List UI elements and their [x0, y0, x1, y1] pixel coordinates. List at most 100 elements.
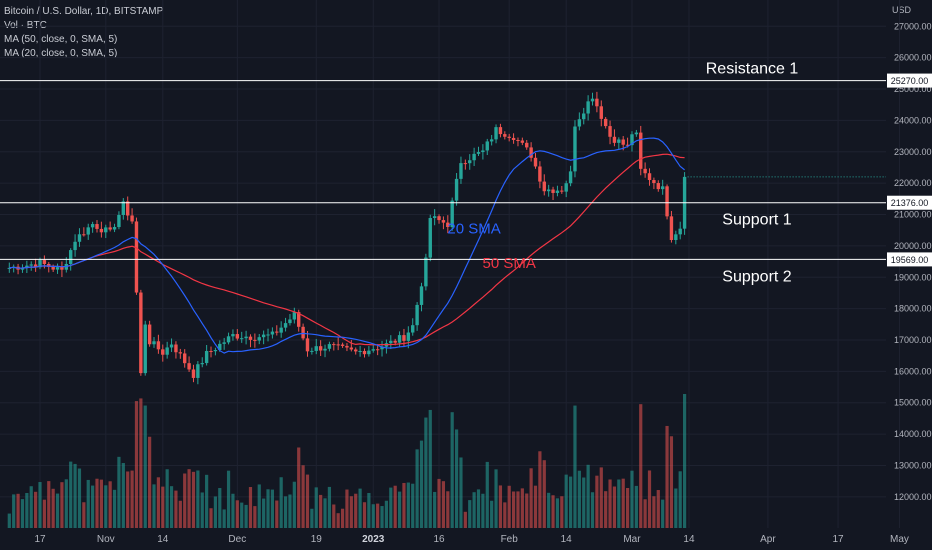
- volume-bar: [384, 500, 389, 528]
- volume-bar: [178, 500, 182, 528]
- volume-bar: [42, 499, 46, 528]
- volume-bar: [494, 469, 498, 528]
- volume-bar: [283, 496, 288, 528]
- volume-bar: [16, 493, 20, 528]
- volume-bar: [402, 482, 406, 528]
- volume-bar: [639, 404, 643, 528]
- candle-body: [95, 224, 99, 229]
- candle-body: [621, 139, 625, 145]
- candle-body: [29, 264, 33, 266]
- volume-bar: [152, 484, 156, 528]
- candle-body: [639, 132, 643, 169]
- candle-body: [218, 343, 222, 350]
- time-tick-label: 2023: [362, 534, 385, 545]
- candle-body: [86, 227, 90, 235]
- candle-body: [599, 106, 603, 119]
- volume-bar: [266, 489, 270, 528]
- candle-body: [542, 181, 546, 192]
- volume-bar: [669, 436, 674, 528]
- candle-body: [669, 216, 674, 240]
- candle-body: [257, 337, 261, 341]
- price-tick-label: 22000.00: [894, 178, 932, 188]
- volume-bar: [55, 493, 60, 528]
- level-name-label: Support 2: [722, 268, 791, 285]
- candle-body: [494, 127, 498, 140]
- volume-bar: [218, 488, 222, 528]
- candle-body: [590, 98, 595, 102]
- candle-body: [511, 137, 516, 141]
- candle-body: [476, 152, 481, 154]
- candle-body: [612, 136, 617, 143]
- volume-bar: [468, 500, 472, 528]
- candle-body: [139, 292, 143, 374]
- volume-bar: [231, 493, 235, 528]
- candle-body: [130, 215, 134, 222]
- volume-bar: [279, 477, 283, 528]
- candle-body: [318, 346, 323, 351]
- volume-bar: [397, 491, 402, 528]
- time-axis: 17 Nov 14 Dec 19 2023 16 Feb 14 Mar 14 Apr 17 May: [34, 534, 908, 545]
- volume-bar: [538, 451, 542, 528]
- volume-bar: [29, 486, 33, 528]
- volume-bar: [130, 470, 134, 528]
- price-tick-label: 25000.00: [894, 84, 932, 94]
- level-name-label: Support 1: [722, 212, 791, 229]
- volume-bar: [77, 468, 82, 528]
- candles: [7, 91, 687, 385]
- volume-bar: [213, 496, 217, 528]
- candle-body: [20, 267, 25, 270]
- volume-bar: [292, 481, 296, 528]
- volume-bar: [244, 504, 248, 528]
- volume-bar: [604, 491, 608, 528]
- candle-body: [652, 180, 656, 184]
- candle-body: [362, 350, 367, 355]
- volume-bar: [191, 471, 196, 528]
- candle-body: [380, 346, 384, 350]
- volume-bar: [323, 498, 327, 528]
- candle-body: [507, 136, 511, 138]
- volume-bar: [446, 491, 450, 528]
- candle-body: [656, 183, 660, 190]
- volume-bar: [253, 506, 257, 528]
- volume-bar: [608, 479, 612, 528]
- volume-bar: [393, 485, 397, 528]
- candle-body: [424, 257, 428, 287]
- volume-bar: [424, 417, 428, 528]
- volume-bar: [340, 508, 345, 528]
- candle-body: [345, 345, 349, 348]
- candle-body: [323, 348, 327, 351]
- level-support-2: 19569.00 Support 2: [0, 252, 932, 285]
- candle-body: [51, 267, 55, 270]
- candle-body: [161, 349, 165, 355]
- volume-bar: [248, 487, 253, 528]
- candle-body: [406, 332, 411, 341]
- volume-bar: [454, 429, 459, 528]
- volume-bar: [235, 500, 239, 528]
- candle-body: [253, 339, 257, 341]
- candle-body: [665, 186, 669, 217]
- candle-body: [42, 260, 47, 264]
- volume-bar: [121, 463, 125, 528]
- candle-body: [261, 334, 266, 338]
- legend-volume: Vol · BTC: [4, 20, 47, 31]
- volume-bar: [38, 482, 42, 528]
- candle-body: [112, 227, 117, 230]
- candle-body: [568, 171, 573, 184]
- volume-bar: [362, 502, 367, 528]
- candle-body: [660, 186, 665, 190]
- level-price-tag: [887, 252, 932, 267]
- candle-body: [152, 341, 156, 345]
- volume-bar: [428, 409, 432, 528]
- price-tick-label: 16000.00: [894, 366, 932, 376]
- level-price-label: 21376.00: [891, 198, 929, 208]
- volume-bar: [183, 473, 187, 528]
- candle-body: [516, 140, 520, 142]
- time-tick-label: May: [890, 534, 909, 545]
- candle-body: [156, 341, 161, 350]
- volume-bar: [187, 469, 191, 528]
- volume-bar: [573, 405, 577, 528]
- volume-bar: [612, 486, 617, 528]
- volume-bar: [327, 486, 332, 528]
- candle-body: [555, 190, 560, 193]
